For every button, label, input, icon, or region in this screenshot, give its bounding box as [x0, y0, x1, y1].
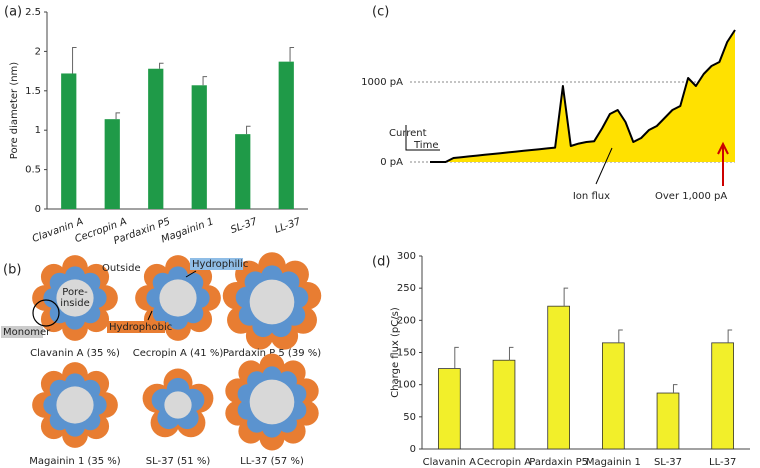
y-tick-label: 2.5	[25, 7, 41, 18]
pore	[142, 368, 214, 438]
annotation: Ion flux	[573, 191, 610, 202]
pore-label: Clavanin A (35 %)	[30, 348, 120, 359]
label-hydrophilic: Hydrophilic	[192, 259, 248, 270]
y-tick-label: 1	[35, 125, 41, 136]
pore-inside	[249, 379, 295, 425]
panel-label: (c)	[372, 5, 389, 20]
error-bar	[289, 46, 295, 62]
error-bar	[454, 346, 459, 369]
tag-bg	[1, 326, 43, 338]
y-axis-label: Charge flux (pC/s)	[390, 307, 401, 398]
bar	[492, 359, 516, 450]
label-pore: Pore-	[62, 287, 88, 298]
y-tick-label: 100	[397, 380, 416, 391]
arrow	[717, 141, 729, 186]
y-axis-label: Pore diameter (nm)	[9, 62, 20, 160]
y-tick-label: 50	[403, 412, 416, 423]
bar	[235, 134, 251, 209]
pore-label: Magainin 1 (35 %)	[29, 456, 120, 467]
leader	[595, 147, 613, 185]
tag-bg	[190, 258, 243, 270]
pore	[32, 255, 118, 341]
panel-label: (a)	[4, 5, 22, 20]
y-tick-label: 300	[397, 251, 416, 262]
y-tick-label: 0.5	[25, 165, 41, 176]
error-bar	[115, 112, 121, 120]
x-tick-label: Cecropin A	[477, 457, 531, 468]
bar	[656, 392, 680, 450]
scale-bar	[405, 125, 440, 151]
scale-bar-x: Time	[413, 140, 438, 151]
bar	[104, 119, 120, 209]
error-bar	[202, 76, 208, 86]
bar	[437, 368, 461, 450]
pore	[135, 255, 221, 341]
x-tick-label: SL-37	[229, 216, 259, 236]
label-monomer: Monomer	[3, 327, 51, 338]
current-trace	[430, 29, 736, 163]
error-bar	[246, 125, 251, 135]
current-area	[430, 30, 735, 162]
x-tick-label: Clavanin A	[423, 457, 477, 468]
y-tick-label: 2	[35, 46, 41, 57]
y-tick-label: 250	[397, 283, 416, 294]
pore-inside	[56, 386, 94, 424]
panel-label: (d)	[372, 255, 390, 270]
pore-label: Cecropin A (41 %)	[133, 348, 224, 359]
bar	[711, 342, 735, 450]
monomer-highlight	[32, 299, 60, 327]
y-tick-label: 0 pA	[380, 157, 403, 168]
label-pore: inside	[60, 298, 90, 309]
bar	[278, 61, 294, 210]
bar	[602, 342, 625, 450]
x-tick-label: LL-37	[273, 216, 302, 236]
x-tick-label: LL-37	[709, 457, 736, 468]
error-bar	[508, 346, 514, 361]
error-bar	[618, 329, 623, 343]
pore-label: LL-37 (57 %)	[240, 456, 304, 467]
tag-bg	[107, 321, 165, 333]
pore	[222, 252, 322, 350]
label-hydrophobic: Hydrophobic	[109, 322, 172, 333]
pore	[225, 353, 319, 451]
error-bar	[727, 329, 733, 343]
y-tick-label: 0	[35, 204, 41, 215]
error-bar	[563, 287, 569, 307]
pore-inside	[164, 391, 192, 419]
x-tick-label: Pardaxin P5	[529, 457, 588, 468]
y-tick-label: 150	[397, 348, 416, 359]
panel-label: (b)	[3, 263, 21, 278]
pore-label: SL-37 (51 %)	[146, 456, 211, 467]
error-bar	[72, 46, 77, 74]
pointer	[147, 310, 153, 321]
pore	[32, 362, 118, 448]
y-tick-label: 1.5	[25, 86, 41, 97]
y-tick-label: 200	[397, 315, 416, 326]
pore-label: Pardaxin P 5 (39 %)	[223, 348, 321, 359]
label-outside: Outside	[102, 263, 141, 274]
y-tick-label: 1000 pA	[361, 77, 403, 88]
x-tick-label: SL-37	[654, 457, 682, 468]
annotation: Over 1,000 pA	[655, 191, 727, 202]
pointer	[185, 270, 197, 278]
bar	[61, 73, 77, 210]
error-bar	[159, 62, 164, 69]
bar	[547, 305, 571, 450]
scale-bar-y: Current	[389, 128, 427, 139]
x-tick-label: Magainin 1	[586, 457, 641, 468]
pore-inside	[56, 279, 94, 317]
error-bar	[672, 384, 678, 394]
pore-inside	[159, 279, 197, 317]
pore-inside	[249, 279, 295, 325]
y-tick-label: 0	[410, 444, 416, 455]
bar	[148, 68, 164, 210]
bar	[191, 85, 207, 209]
